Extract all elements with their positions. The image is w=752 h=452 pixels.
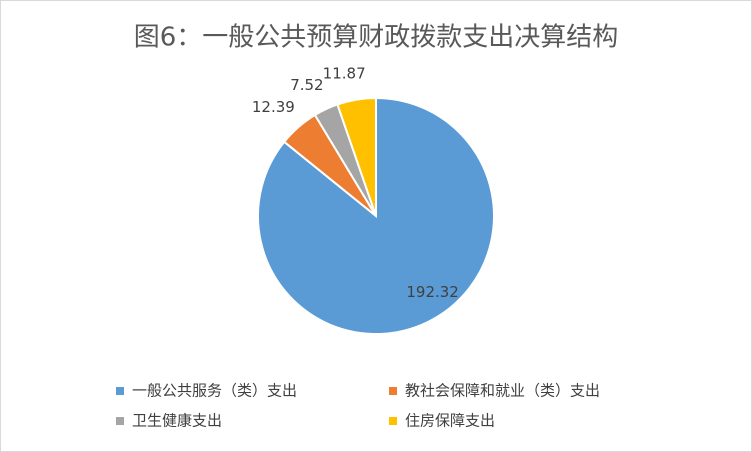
data-label: 192.32 (406, 283, 459, 301)
legend-swatch (389, 417, 397, 425)
data-label: 7.52 (290, 76, 323, 94)
legend-label: 教社会保障和就业（类）支出 (405, 382, 600, 400)
legend-swatch (389, 387, 397, 395)
legend-label: 一般公共服务（类）支出 (132, 382, 297, 400)
pie-slice (336, 96, 377, 217)
chart-title: 图6：一般公共预算财政拨款支出决算结构 (134, 23, 619, 53)
legend-label: 住房保障支出 (405, 412, 495, 430)
legend-label: 卫生健康支出 (132, 412, 222, 430)
legend-swatch (116, 387, 124, 395)
pie-slice (257, 96, 495, 335)
legend-swatch (116, 417, 124, 425)
data-label: 11.87 (323, 64, 366, 82)
data-label: 12.39 (252, 98, 295, 116)
